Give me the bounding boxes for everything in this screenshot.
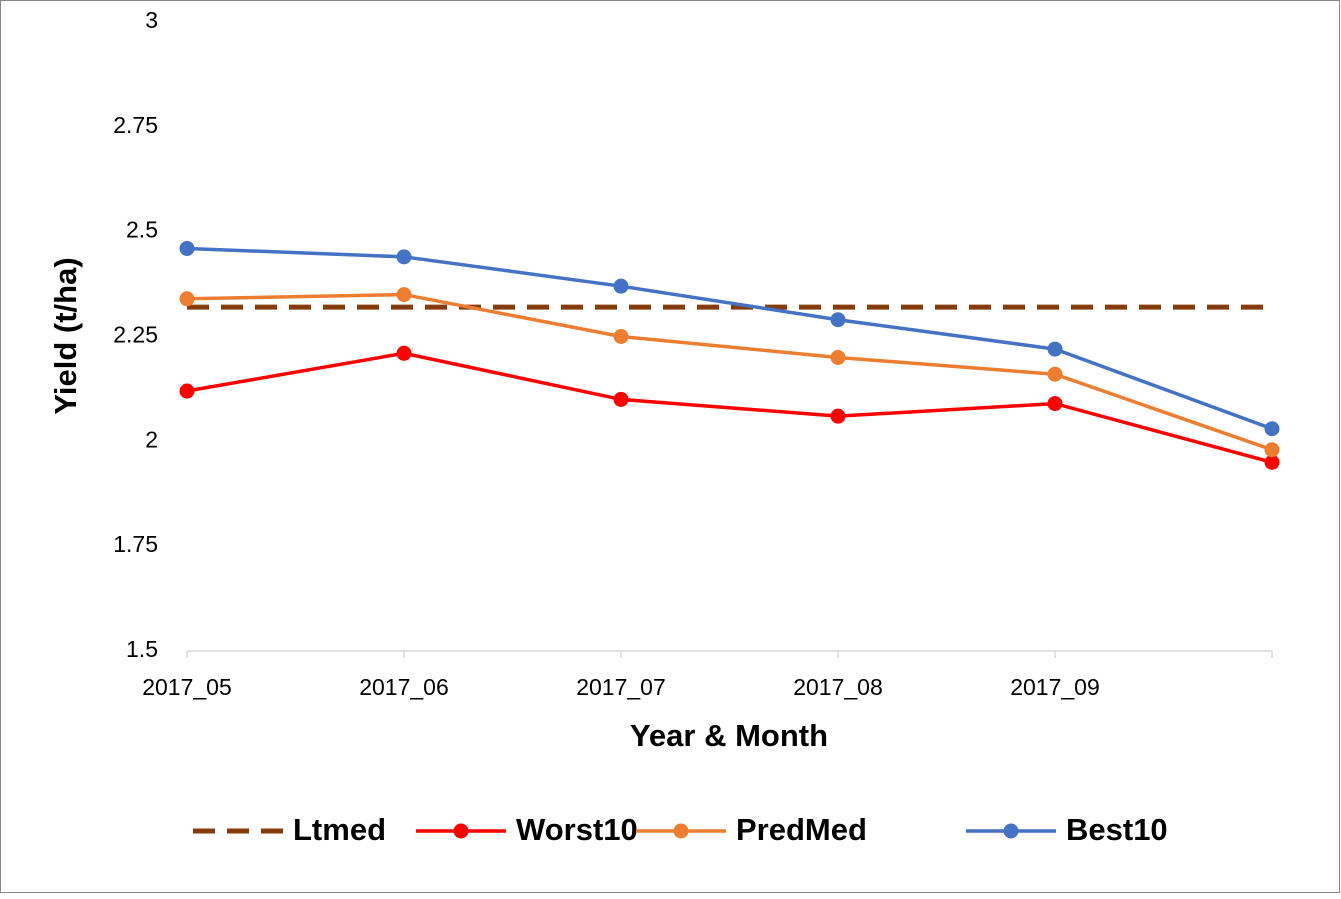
- y-tick-label: 2.75: [113, 112, 158, 138]
- point: [1047, 396, 1063, 412]
- y-tick-label: 1.5: [126, 636, 158, 662]
- point: [1264, 442, 1280, 458]
- legend-marker: [673, 823, 689, 839]
- series-line: [186, 246, 1273, 431]
- legend-marker: [1003, 823, 1019, 839]
- legend-label: Best10: [1066, 812, 1168, 847]
- legend-marker: [453, 823, 469, 839]
- point: [396, 287, 412, 303]
- point: [830, 312, 846, 328]
- point: [613, 391, 629, 407]
- point: [1264, 454, 1280, 470]
- point: [613, 278, 629, 294]
- point: [613, 329, 629, 344]
- y-tick-label: 2.5: [126, 217, 158, 243]
- series-line: [186, 292, 1273, 452]
- y-axis-title: Yield (t/ha): [48, 257, 83, 414]
- point: [179, 291, 195, 307]
- point: [1047, 366, 1063, 382]
- y-tick-label: 1.75: [113, 531, 158, 557]
- legend-label: PredMed: [736, 812, 867, 847]
- x-tick-label: 2017_06: [359, 674, 449, 700]
- point: [830, 408, 846, 424]
- legend-label: Worst10: [516, 812, 638, 847]
- point: [396, 249, 412, 265]
- point: [179, 383, 195, 399]
- point: [1047, 341, 1063, 357]
- x-tick-label: 2017_09: [1010, 674, 1100, 700]
- x-tick-label: 2017_08: [793, 674, 883, 700]
- series-line: [186, 351, 1273, 464]
- y-tick-label: 2: [145, 426, 158, 452]
- x-tick-label: 2017_07: [576, 674, 666, 700]
- y-tick-label: 3: [145, 7, 158, 33]
- y-tick-label: 2.25: [113, 322, 158, 348]
- point: [1264, 421, 1280, 437]
- point: [179, 240, 195, 256]
- legend-label: Ltmed: [293, 812, 386, 847]
- x-tick-label: 2017_05: [142, 674, 232, 700]
- x-axis-title: Year & Month: [630, 718, 828, 753]
- point: [830, 349, 846, 365]
- point: [396, 345, 412, 361]
